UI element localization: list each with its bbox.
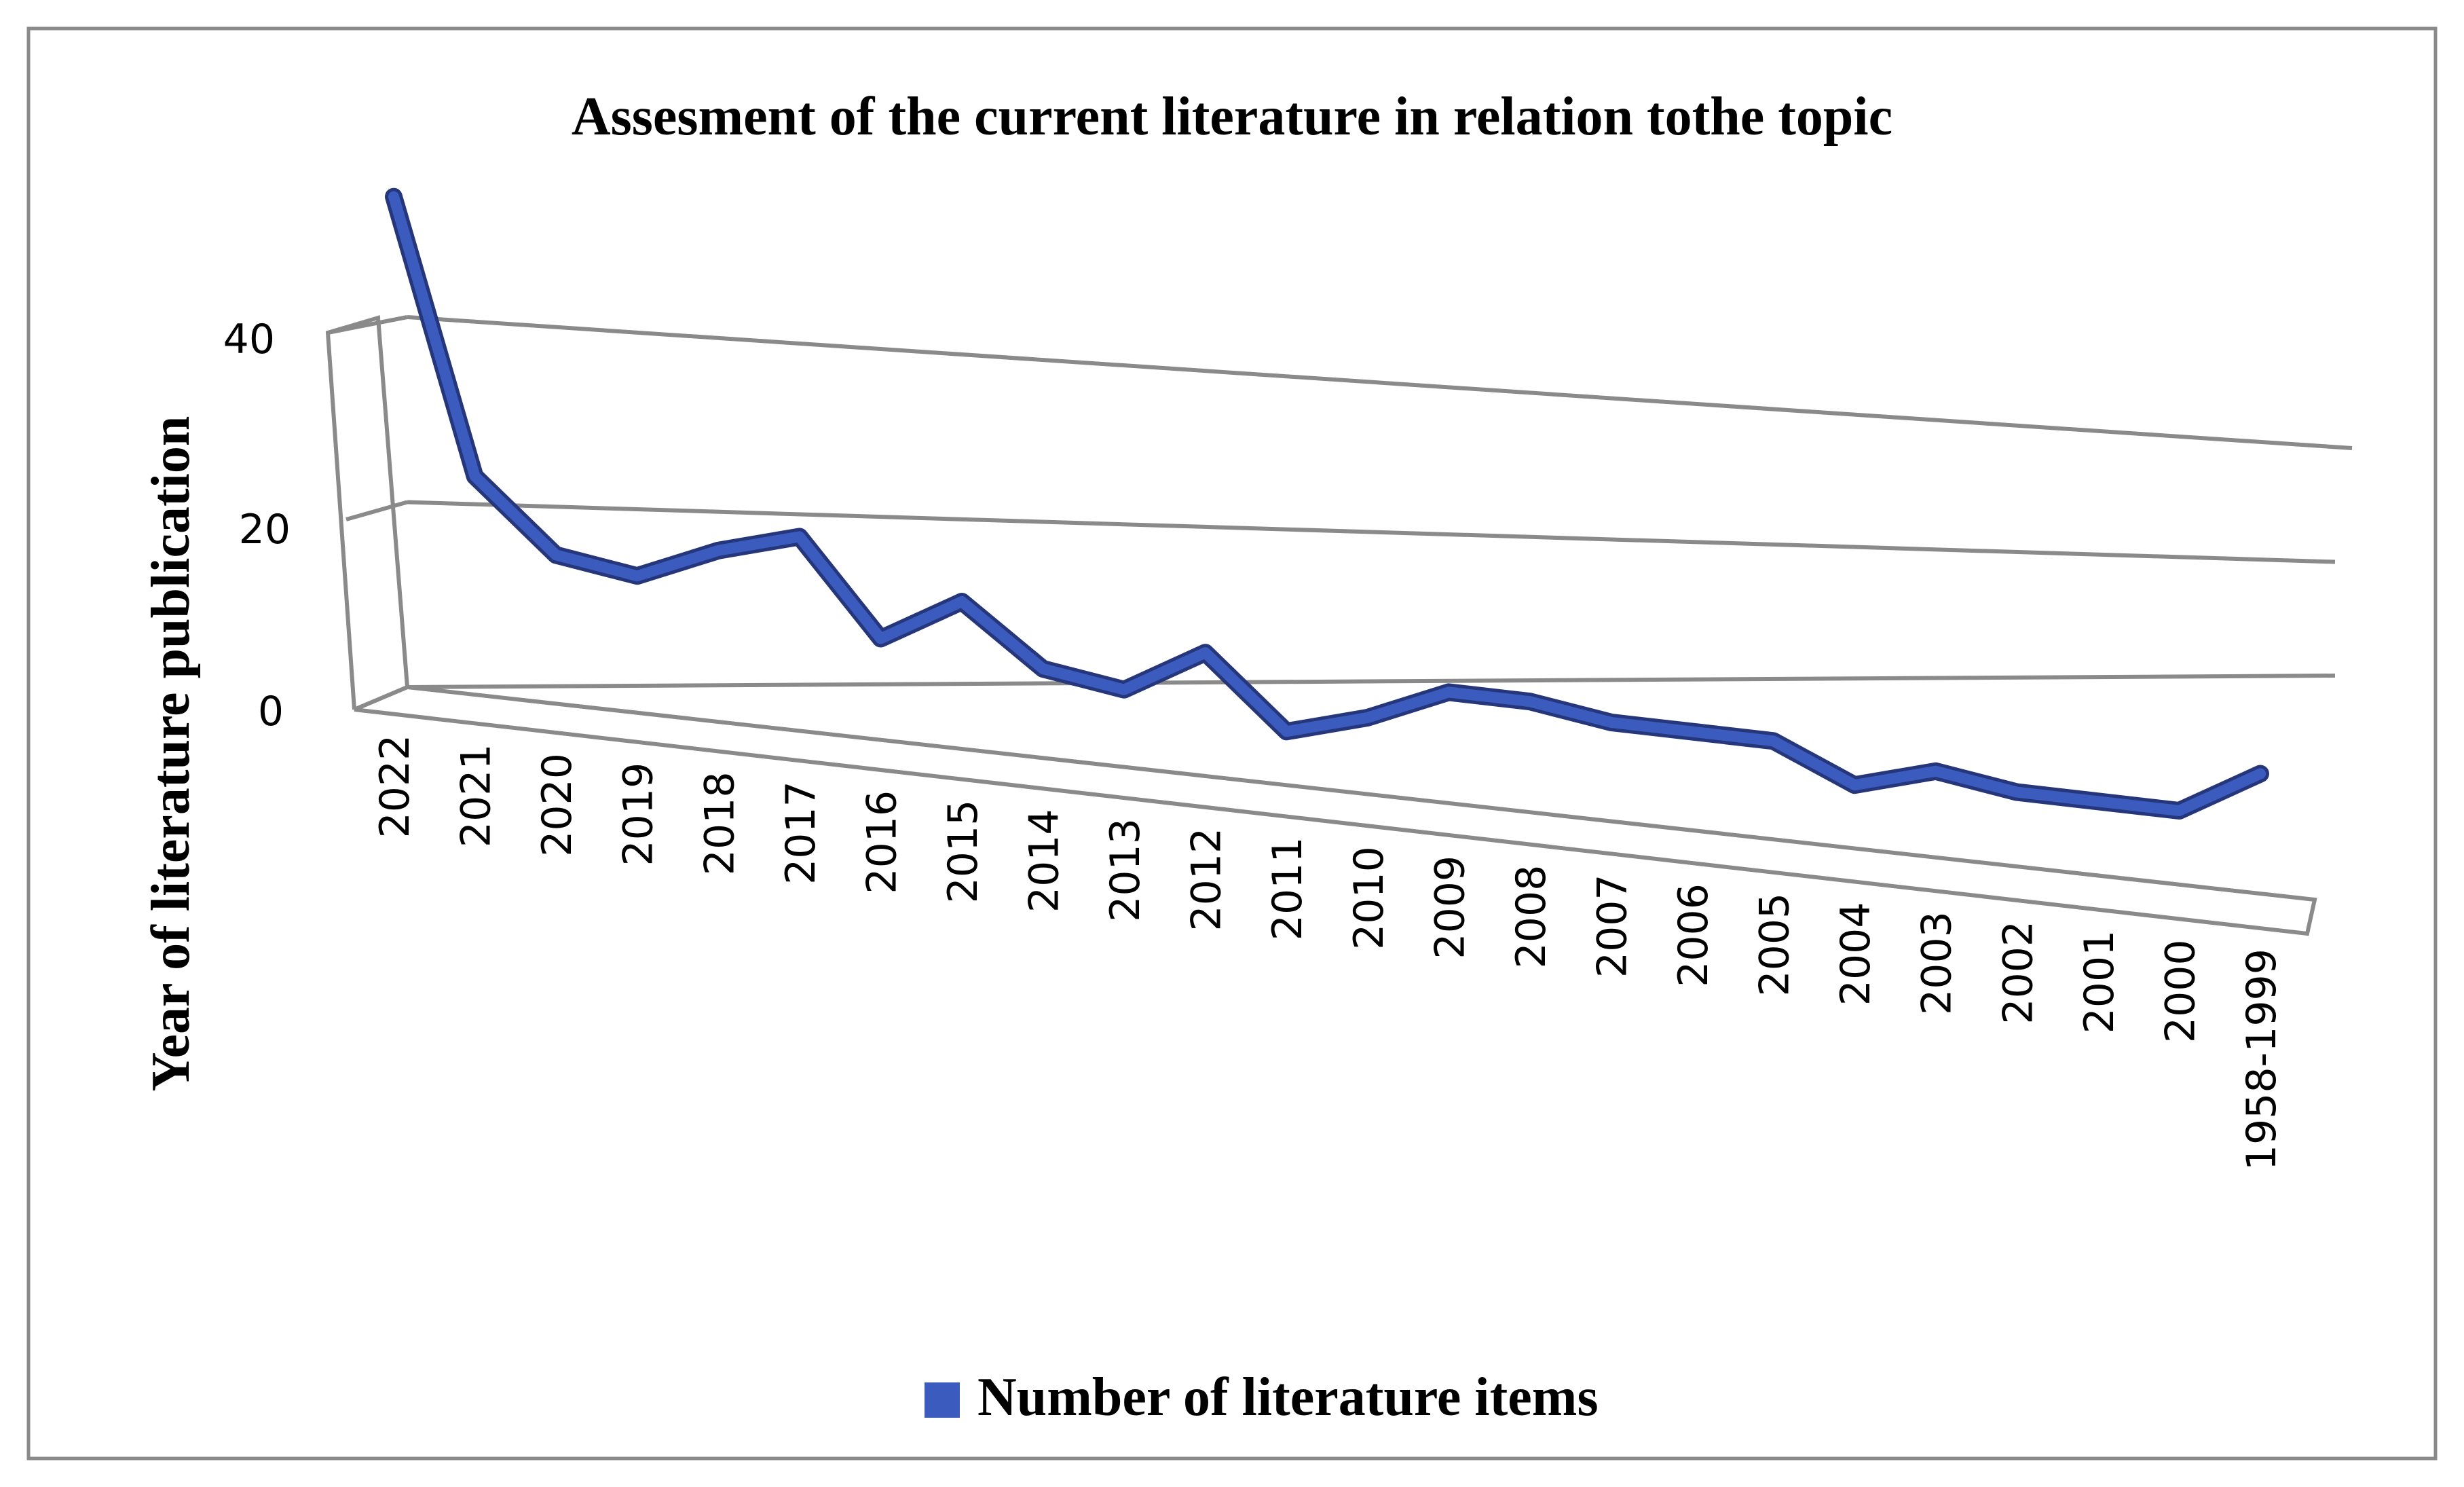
gridline-back-20 <box>407 500 2336 564</box>
data-point-2020 <box>553 552 559 558</box>
data-point-2019 <box>634 573 640 579</box>
x-tick-label: 2018 <box>696 772 743 876</box>
data-point-2018 <box>715 547 722 553</box>
x-tick-label: 2010 <box>1345 846 1393 950</box>
y-axis-label: Year of literature publication <box>141 416 201 1092</box>
y-axis-ticks: 0 20 40 <box>223 316 291 735</box>
x-tick-label: 2022 <box>371 735 419 839</box>
data-point-2000 <box>2176 808 2182 813</box>
data-point-2005 <box>1770 738 1776 744</box>
x-axis-ticks: 2022 2021 2020 2019 2018 2017 2016 2015 2014 2013… <box>371 735 2285 1171</box>
legend-label: Number of literature items <box>977 1367 1599 1427</box>
x-tick-label: 2020 <box>534 753 581 857</box>
series-line <box>388 191 2266 816</box>
data-point-2015 <box>959 599 965 604</box>
data-point-2010 <box>1364 714 1370 720</box>
x-tick-label: 2007 <box>1589 874 1637 978</box>
data-point-2013 <box>1121 686 1127 693</box>
x-tick-label: 2013 <box>1102 818 1149 922</box>
gridline-side-20 <box>346 500 408 521</box>
y-tick-label: 0 <box>258 688 284 735</box>
x-tick-label: 2002 <box>1994 921 2042 1025</box>
legend: Number of literature items <box>925 1367 1599 1427</box>
x-tick-label: 2011 <box>1264 837 1311 941</box>
x-tick-label: 2000 <box>2157 939 2204 1043</box>
data-point-2009 <box>1446 689 1452 695</box>
chart-border <box>26 26 2438 1461</box>
series-layer <box>385 187 2269 820</box>
gridlines <box>325 315 2353 936</box>
x-tick-label: 2004 <box>1832 902 1880 1006</box>
data-point-2017 <box>796 534 802 540</box>
floor-edge <box>353 684 2317 936</box>
data-point-2007 <box>1608 719 1614 725</box>
x-tick-label: 2001 <box>2076 930 2123 1034</box>
data-point-2002 <box>2014 789 2020 795</box>
data-point-2014 <box>1040 666 1046 672</box>
x-tick-label: 2014 <box>1021 809 1068 913</box>
data-point-2011 <box>1284 729 1290 735</box>
x-tick-label: 2021 <box>453 744 500 847</box>
x-tick-label: 2008 <box>1508 865 1555 969</box>
x-tick-label: 2017 <box>777 781 825 885</box>
gridline-back-40 <box>407 315 2353 450</box>
x-tick-label: 2016 <box>858 790 906 894</box>
x-tick-label: 1958-1999 <box>2238 949 2285 1171</box>
x-tick-label: 2015 <box>939 800 987 904</box>
data-point-2012 <box>1202 650 1208 656</box>
x-tick-label: 2009 <box>1426 856 1474 959</box>
x-tick-label: 2006 <box>1670 883 1717 987</box>
data-point-2021 <box>472 473 478 479</box>
left-wall-edge <box>325 315 409 710</box>
x-tick-label: 2019 <box>615 763 662 866</box>
data-point-2022 <box>391 194 396 200</box>
chart-title: Assesment of the current literature in r… <box>572 87 1892 147</box>
data-point-2016 <box>878 636 884 642</box>
data-point-1958-1999 <box>2258 771 2263 777</box>
legend-swatch <box>925 1382 960 1418</box>
data-point-2001 <box>2095 798 2101 805</box>
data-point-2004 <box>1852 782 1858 788</box>
x-tick-label: 2012 <box>1183 828 1231 932</box>
data-point-2003 <box>1933 768 1939 774</box>
x-tick-label: 2005 <box>1751 893 1799 997</box>
y-tick-label: 20 <box>239 506 291 553</box>
x-tick-label: 2003 <box>1914 911 1961 1015</box>
data-point-2006 <box>1690 729 1695 735</box>
data-point-2008 <box>1527 699 1533 705</box>
y-tick-label: 40 <box>223 316 275 363</box>
gridline-back-0 <box>407 674 2336 689</box>
